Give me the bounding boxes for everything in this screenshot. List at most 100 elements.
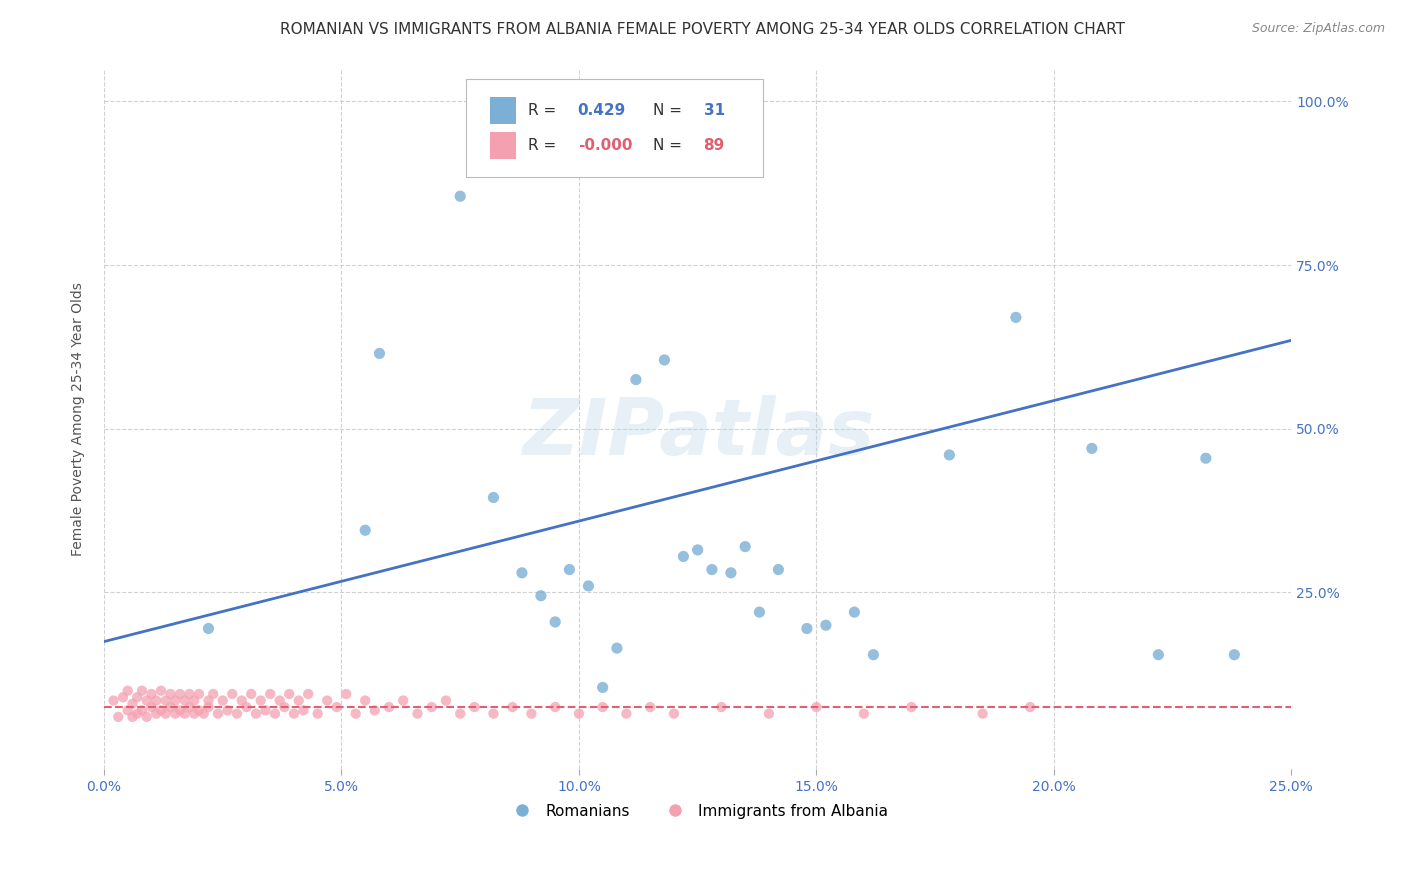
Point [245, 706, 267, 721]
Point [654, 353, 676, 368]
Point [179, 700, 201, 714]
Point [117, 683, 139, 698]
Point [368, 346, 391, 360]
Point [806, 700, 828, 714]
Text: ZIPatlas: ZIPatlas [522, 395, 873, 471]
Point [316, 693, 339, 707]
Point [344, 706, 367, 721]
Point [169, 703, 191, 717]
Point [325, 700, 347, 714]
Point [700, 563, 723, 577]
Point [159, 700, 181, 714]
Point [434, 693, 457, 707]
Point [197, 693, 219, 707]
Text: R =: R = [527, 138, 557, 153]
Point [254, 703, 277, 717]
Point [544, 700, 567, 714]
Point [862, 648, 884, 662]
Point [131, 683, 153, 698]
Text: 89: 89 [703, 138, 725, 153]
Point [420, 700, 443, 714]
Point [169, 687, 191, 701]
Point [283, 706, 305, 721]
Point [179, 687, 201, 701]
Text: N =: N = [652, 138, 682, 153]
Point [510, 566, 533, 580]
Point [278, 687, 301, 701]
Point [188, 687, 211, 701]
Point [165, 706, 187, 721]
Point [768, 563, 790, 577]
Point [135, 693, 157, 707]
Point [292, 703, 315, 717]
Point [207, 706, 229, 721]
Point [734, 540, 756, 554]
Point [249, 693, 271, 707]
Point [226, 706, 249, 721]
Point [686, 542, 709, 557]
Point [188, 703, 211, 717]
Point [530, 589, 553, 603]
Point [520, 706, 543, 721]
Point [710, 700, 733, 714]
Point [720, 566, 742, 580]
Point [155, 706, 177, 721]
Point [131, 703, 153, 717]
Point [354, 523, 377, 537]
Point [406, 706, 429, 721]
Point [938, 448, 960, 462]
Point [796, 622, 818, 636]
Point [364, 703, 387, 717]
Point [814, 618, 837, 632]
Bar [489, 97, 516, 124]
Text: ROMANIAN VS IMMIGRANTS FROM ALBANIA FEMALE POVERTY AMONG 25-34 YEAR OLDS CORRELA: ROMANIAN VS IMMIGRANTS FROM ALBANIA FEMA… [281, 22, 1125, 37]
Point [592, 700, 614, 714]
Point [758, 706, 780, 721]
Point [127, 706, 149, 721]
Point [449, 706, 471, 721]
Point [197, 700, 219, 714]
Point [127, 690, 149, 705]
Text: N =: N = [652, 103, 682, 118]
Point [183, 706, 205, 721]
Point [141, 687, 163, 701]
Point [1223, 648, 1246, 662]
Point [852, 706, 875, 721]
Point [159, 687, 181, 701]
Text: Source: ZipAtlas.com: Source: ZipAtlas.com [1251, 22, 1385, 36]
Point [844, 605, 866, 619]
Point [606, 641, 628, 656]
Point [221, 687, 243, 701]
Point [235, 700, 257, 714]
Point [354, 693, 377, 707]
Point [392, 693, 415, 707]
Point [149, 703, 172, 717]
Point [111, 690, 134, 705]
Point [197, 622, 219, 636]
Text: 31: 31 [703, 103, 724, 118]
Point [287, 693, 309, 707]
Point [121, 710, 143, 724]
Point [638, 700, 661, 714]
Point [264, 706, 287, 721]
Point [155, 693, 177, 707]
FancyBboxPatch shape [467, 79, 763, 178]
Point [463, 700, 485, 714]
Point [307, 706, 329, 721]
Point [501, 700, 523, 714]
Point [193, 706, 215, 721]
Point [592, 681, 614, 695]
Point [117, 703, 139, 717]
Point [568, 706, 591, 721]
Point [616, 706, 638, 721]
Point [121, 697, 143, 711]
Point [141, 700, 163, 714]
Point [662, 706, 685, 721]
Point [1147, 648, 1170, 662]
Point [335, 687, 357, 701]
Point [378, 700, 401, 714]
Point [259, 687, 281, 701]
Legend: Romanians, Immigrants from Albania: Romanians, Immigrants from Albania [501, 797, 894, 825]
Point [165, 693, 187, 707]
Point [240, 687, 263, 701]
